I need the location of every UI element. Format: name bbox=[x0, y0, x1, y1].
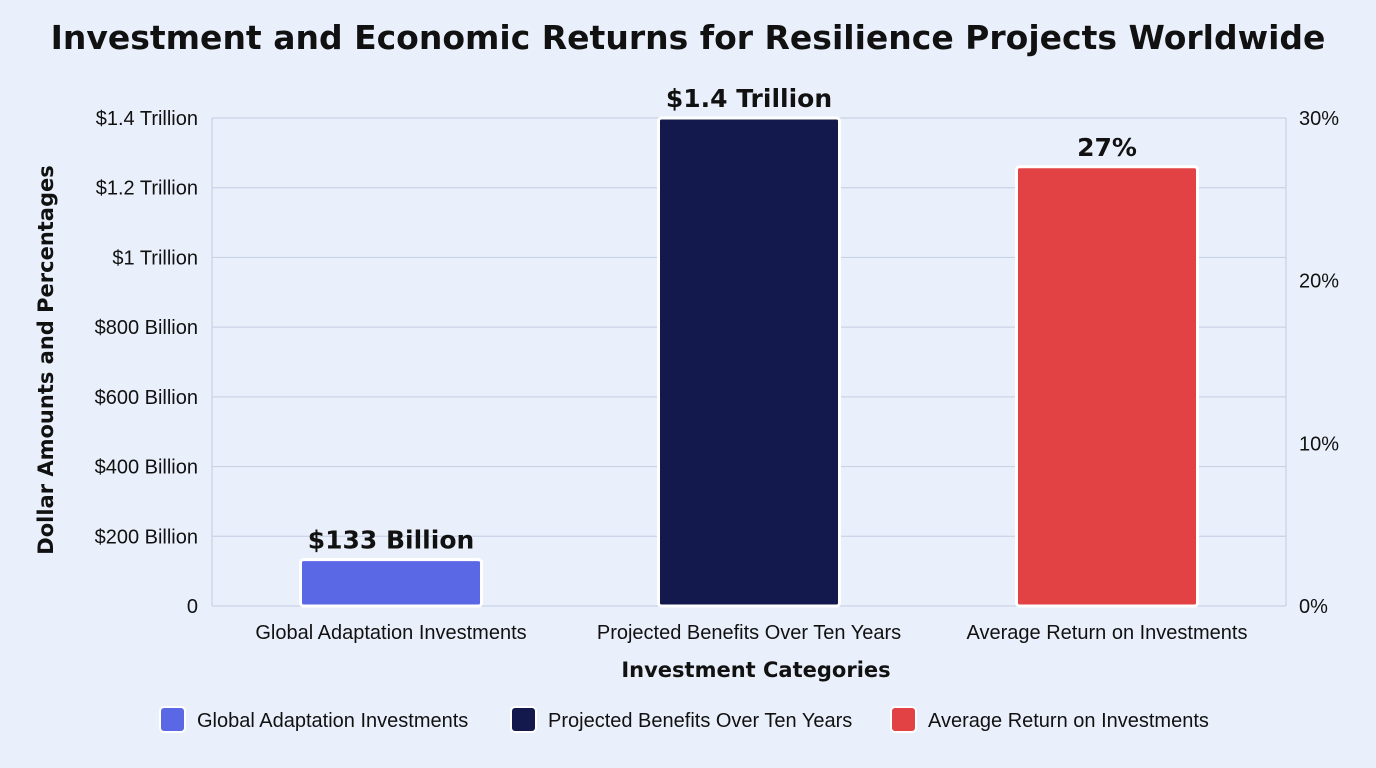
legend-item: Global Adaptation Investments bbox=[159, 706, 468, 733]
x-axis-categories: Global Adaptation Investments Projected B… bbox=[255, 622, 1247, 644]
bar-data-label: 27% bbox=[1077, 133, 1137, 162]
bar bbox=[657, 116, 841, 608]
left-tick-label: $600 Billion bbox=[95, 387, 198, 409]
right-tick-label: 30% bbox=[1299, 108, 1339, 130]
y-axis-title: Dollar Amounts and Percentages bbox=[34, 165, 58, 554]
left-y-axis: 0 $200 Billion $400 Billion $600 Billion $80… bbox=[95, 108, 198, 618]
legend-item: Average Return on Investments bbox=[890, 706, 1209, 733]
legend-label: Projected Benefits Over Ten Years bbox=[548, 710, 852, 732]
bars bbox=[299, 116, 1199, 608]
left-tick-label: $1 Trillion bbox=[112, 247, 198, 269]
right-tick-label: 10% bbox=[1299, 433, 1339, 455]
bar bbox=[1015, 165, 1199, 608]
legend-swatch bbox=[890, 706, 917, 733]
left-tick-label: $800 Billion bbox=[95, 317, 198, 339]
left-tick-label: $200 Billion bbox=[95, 526, 198, 548]
left-tick-label: $1.2 Trillion bbox=[96, 178, 198, 200]
legend: Global Adaptation Investments Projected B… bbox=[159, 706, 1209, 733]
left-tick-label: 0 bbox=[187, 596, 198, 618]
x-axis-title: Investment Categories bbox=[621, 658, 890, 682]
category-label: Average Return on Investments bbox=[967, 622, 1248, 644]
legend-swatch bbox=[510, 706, 537, 733]
bar-data-label: $1.4 Trillion bbox=[666, 84, 832, 113]
legend-item: Projected Benefits Over Ten Years bbox=[510, 706, 852, 733]
legend-label: Global Adaptation Investments bbox=[197, 710, 468, 732]
right-tick-label: 0% bbox=[1299, 596, 1328, 618]
chart-title: Investment and Economic Returns for Resi… bbox=[51, 18, 1326, 57]
legend-swatch bbox=[159, 706, 186, 733]
left-tick-label: $1.4 Trillion bbox=[96, 108, 198, 130]
category-label: Global Adaptation Investments bbox=[255, 622, 526, 644]
bar-data-label: $133 Billion bbox=[308, 526, 475, 555]
left-tick-label: $400 Billion bbox=[95, 457, 198, 479]
bar bbox=[299, 558, 483, 608]
right-y-axis: 0% 10% 20% 30% bbox=[1299, 108, 1339, 618]
category-label: Projected Benefits Over Ten Years bbox=[597, 622, 901, 644]
data-labels: $133 Billion $1.4 Trillion 27% bbox=[308, 84, 1137, 555]
legend-label: Average Return on Investments bbox=[928, 710, 1209, 732]
right-tick-label: 20% bbox=[1299, 271, 1339, 293]
